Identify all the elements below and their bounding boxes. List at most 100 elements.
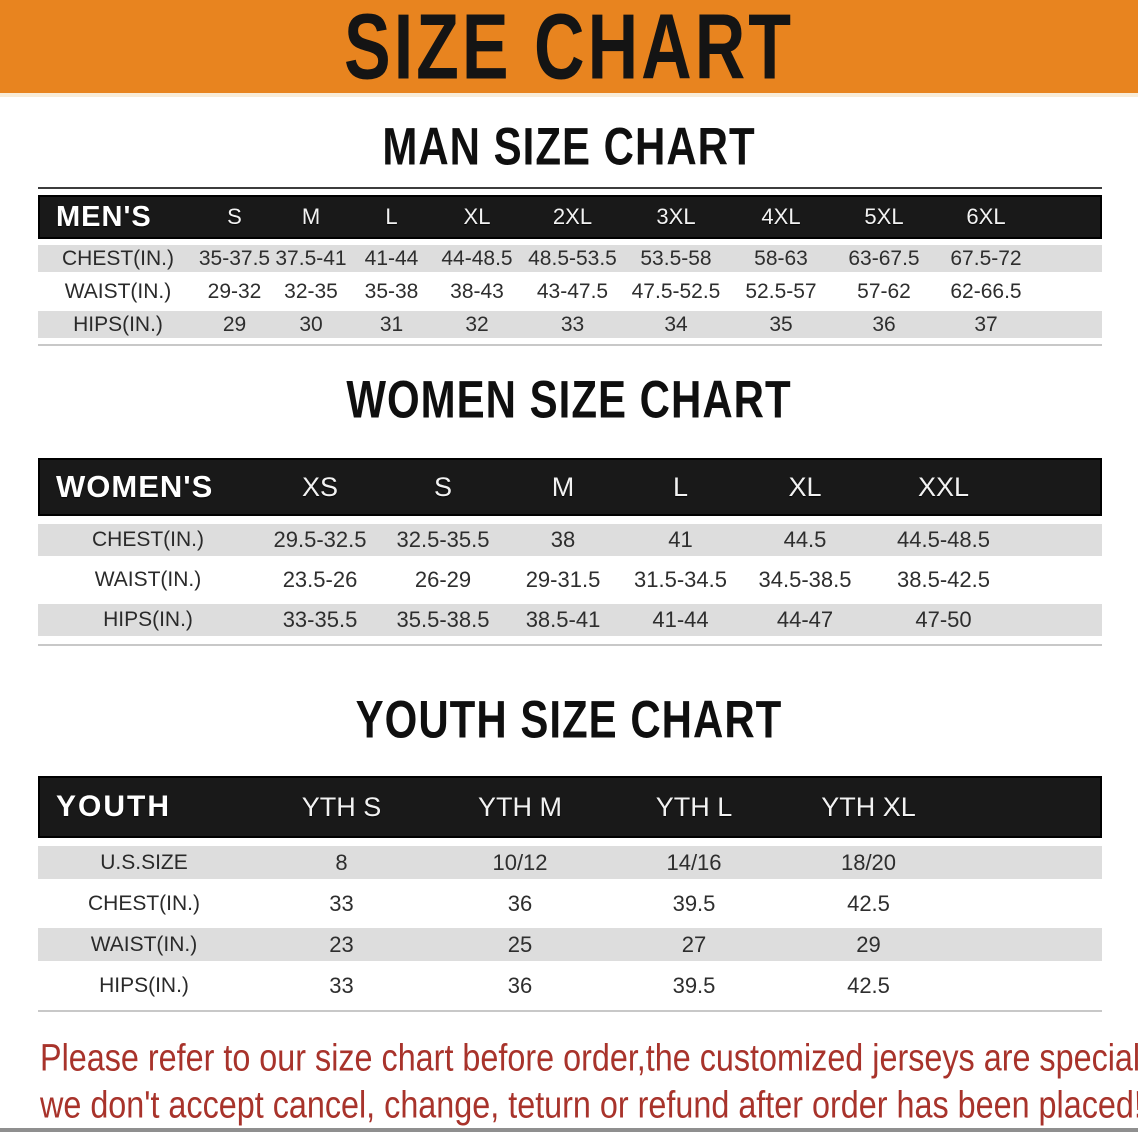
value-cell: 32 — [432, 311, 522, 338]
table-row: HIPS(IN.) 33-35.5 35.5-38.5 38.5-41 41-4… — [38, 604, 1102, 636]
value-cell: 44-47 — [739, 604, 871, 636]
value-cell: 53.5-58 — [623, 245, 729, 272]
men-column-header: L — [351, 195, 432, 239]
value-cell: 58-63 — [729, 245, 833, 272]
banner-title: SIZE CHART — [344, 0, 794, 98]
value-cell: 35-38 — [364, 279, 419, 303]
value-cell: 34 — [623, 311, 729, 338]
men-column-header: M — [271, 195, 351, 239]
value-cell: 41-44 — [351, 245, 432, 272]
men-size-table: MEN'S S M L XL 2XL 3XL 4XL 5XL 6XL CHEST… — [38, 187, 1102, 346]
men-column-header: 4XL — [729, 195, 833, 239]
women-column-header: M — [504, 458, 622, 516]
value-cell: 14/16 — [607, 846, 781, 879]
spacer-cell — [956, 928, 1102, 961]
value-cell: 31 — [351, 311, 432, 338]
youth-column-header: YTH M — [433, 776, 607, 838]
value-cell: 37 — [935, 311, 1037, 338]
spacer-cell — [956, 969, 1102, 1002]
value-cell: 48.5-53.5 — [522, 245, 623, 272]
spacer-cell — [1016, 524, 1102, 556]
men-column-header: 3XL — [623, 195, 729, 239]
value-cell: 26-29 — [414, 567, 472, 592]
spacer-cell — [1037, 245, 1102, 272]
row-label-cell: WAIST(IN.) — [64, 279, 172, 303]
value-cell: 44-48.5 — [432, 245, 522, 272]
men-column-header: S — [198, 195, 271, 239]
spacer-cell — [1037, 195, 1102, 239]
women-column-header: XXL — [871, 458, 1016, 516]
value-cell: 36 — [833, 311, 935, 338]
youth-section-heading: YOUTH SIZE CHART — [355, 689, 783, 749]
table-row: HIPS(IN.) 29 30 31 32 33 34 35 36 37 — [38, 311, 1102, 338]
value-cell: 44.5-48.5 — [871, 524, 1016, 556]
value-cell: 42.5 — [847, 972, 890, 998]
women-table-title: WOMEN'S — [38, 458, 258, 516]
row-label-cell: HIPS(IN.) — [38, 604, 258, 636]
spacer-cell — [1016, 604, 1102, 636]
value-cell: 52.5-57 — [745, 279, 817, 303]
spacer-cell — [1016, 458, 1102, 516]
value-cell: 41-44 — [622, 604, 739, 636]
spacer-cell — [1016, 564, 1102, 596]
value-cell: 29 — [198, 311, 271, 338]
women-column-header: L — [622, 458, 739, 516]
row-label-cell: U.S.SIZE — [38, 846, 250, 879]
value-cell: 38 — [504, 524, 622, 556]
men-column-header: 2XL — [522, 195, 623, 239]
value-cell: 8 — [250, 846, 433, 879]
row-label-cell: WAIST(IN.) — [38, 928, 250, 961]
men-column-header: 6XL — [935, 195, 1037, 239]
value-cell: 30 — [271, 311, 351, 338]
value-cell: 29.5-32.5 — [258, 524, 382, 556]
men-column-header: XL — [432, 195, 522, 239]
youth-column-header: YTH L — [607, 776, 781, 838]
value-cell: 36 — [507, 972, 533, 998]
table-row: WAIST(IN.) 29-32 32-35 35-38 38-43 43-47… — [38, 278, 1102, 305]
value-cell: 10/12 — [433, 846, 607, 879]
women-size-table: WOMEN'S XS S M L XL XXL CHEST(IN.) 29.5-… — [38, 450, 1102, 646]
women-section-heading: WOMEN SIZE CHART — [346, 369, 792, 429]
table-row: CHEST(IN.) 29.5-32.5 32.5-35.5 38 41 44.… — [38, 524, 1102, 556]
value-cell: 38.5-41 — [504, 604, 622, 636]
men-column-header: 5XL — [833, 195, 935, 239]
spacer-cell — [1037, 311, 1102, 338]
value-cell: 35 — [729, 311, 833, 338]
value-cell: 63-67.5 — [833, 245, 935, 272]
disclaimer-text: Please refer to our size chart before or… — [40, 1034, 1138, 1128]
youth-column-header: YTH S — [250, 776, 433, 838]
value-cell: 33 — [522, 311, 623, 338]
women-column-header: XS — [258, 458, 382, 516]
bottom-border-strip — [0, 1128, 1138, 1132]
value-cell: 42.5 — [847, 890, 890, 916]
value-cell: 39.5 — [672, 890, 716, 916]
value-cell: 29-32 — [207, 279, 262, 303]
value-cell: 35-37.5 — [198, 245, 271, 272]
women-column-header: S — [382, 458, 504, 516]
value-cell: 41 — [622, 524, 739, 556]
size-chart-banner: SIZE CHART — [0, 0, 1138, 98]
value-cell: 57-62 — [857, 279, 911, 303]
disclaimer-line-1: Please refer to our size chart before or… — [40, 1036, 1138, 1079]
table-row: CHEST(IN.) 33 36 39.5 42.5 — [38, 887, 1102, 920]
value-cell: 44.5 — [739, 524, 871, 556]
table-row: U.S.SIZE 8 10/12 14/16 18/20 — [38, 846, 1102, 879]
value-cell: 29-31.5 — [525, 567, 601, 592]
spacer-cell — [956, 887, 1102, 920]
row-label-cell: CHEST(IN.) — [88, 891, 200, 915]
value-cell: 23.5-26 — [282, 567, 358, 592]
value-cell: 47-50 — [871, 604, 1016, 636]
value-cell: 43-47.5 — [536, 279, 609, 303]
value-cell: 36 — [507, 890, 533, 916]
women-column-header: XL — [739, 458, 871, 516]
value-cell: 62-66.5 — [950, 279, 1022, 303]
value-cell: 25 — [433, 928, 607, 961]
table-row: CHEST(IN.) 35-37.5 37.5-41 41-44 44-48.5… — [38, 245, 1102, 272]
value-cell: 67.5-72 — [935, 245, 1037, 272]
row-label-cell: CHEST(IN.) — [38, 245, 198, 272]
value-cell: 33 — [329, 972, 354, 998]
value-cell: 29 — [781, 928, 956, 961]
value-cell: 31.5-34.5 — [634, 567, 727, 592]
value-cell: 38-43 — [450, 279, 504, 303]
table-row: HIPS(IN.) 33 36 39.5 42.5 — [38, 969, 1102, 1002]
